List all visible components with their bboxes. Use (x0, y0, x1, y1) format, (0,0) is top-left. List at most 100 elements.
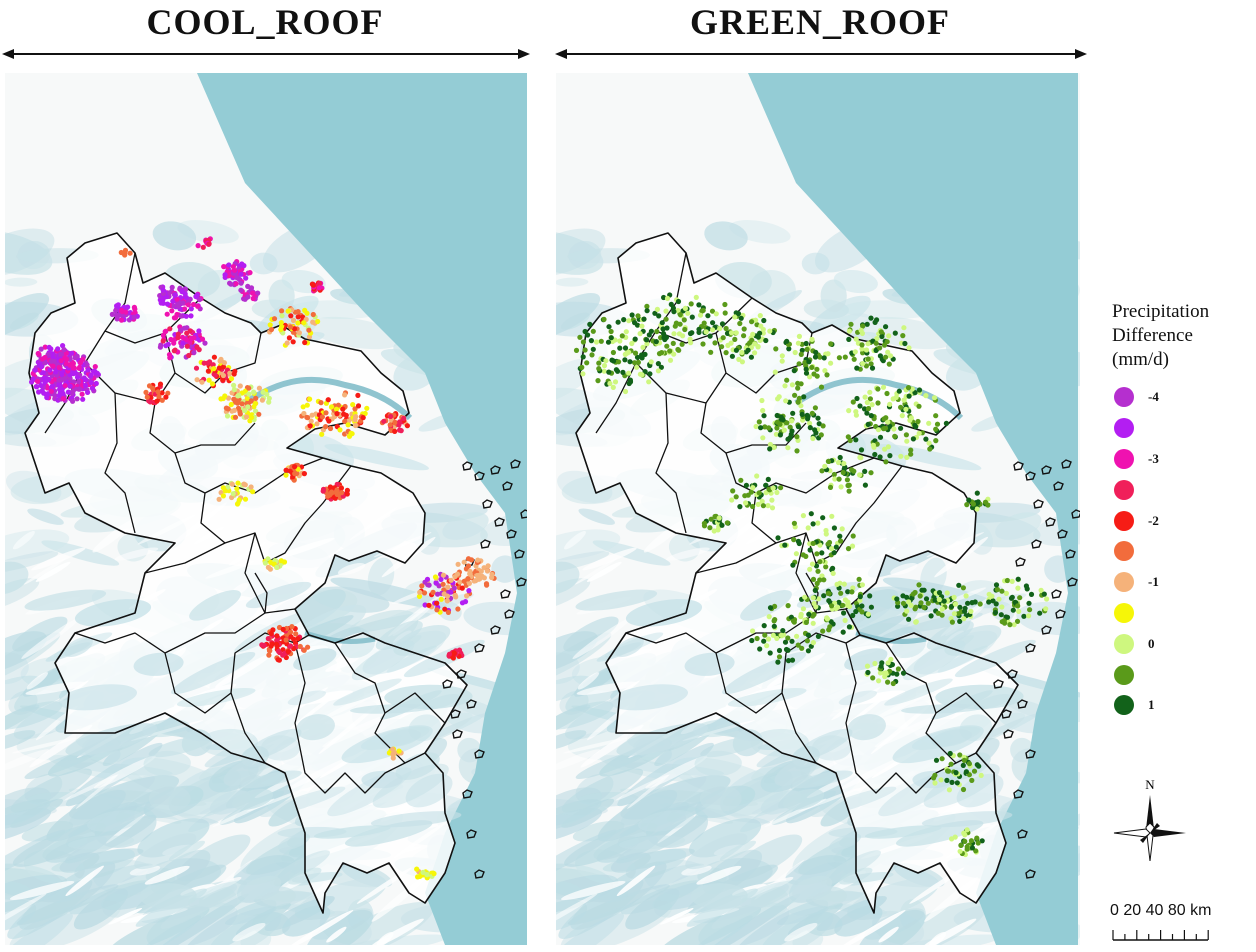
precip-cell (801, 394, 807, 400)
precip-cell (886, 333, 892, 339)
precip-cell (810, 640, 816, 646)
precip-cell (821, 577, 827, 583)
precip-cell (916, 430, 922, 436)
precip-cell (814, 373, 820, 379)
precip-cell (723, 350, 729, 356)
precip-cell (608, 328, 614, 335)
precip-cell (733, 330, 739, 336)
precip-cell (268, 643, 274, 649)
precip-cell (687, 336, 693, 342)
precip-cell (835, 604, 841, 610)
precip-cell (899, 413, 905, 419)
precip-cell (220, 493, 226, 499)
precip-cell (248, 398, 254, 404)
precip-cell (74, 396, 80, 402)
precip-cell (325, 397, 331, 403)
precip-cell (320, 488, 326, 494)
precip-cell (32, 367, 38, 373)
precip-cell (701, 520, 707, 526)
precip-cell (892, 433, 898, 439)
precip-cell (749, 319, 755, 325)
precip-cell (763, 490, 769, 496)
precip-cell (667, 348, 673, 354)
precip-cell (30, 376, 36, 382)
precip-cell (295, 320, 301, 326)
precip-cell (845, 599, 851, 605)
precip-cell (810, 435, 816, 442)
precip-cell (800, 552, 806, 558)
precip-cell (964, 502, 970, 508)
precip-cell (1009, 594, 1015, 600)
precip-cell (392, 750, 398, 756)
precip-cell (612, 379, 619, 385)
precip-cell (85, 389, 91, 395)
precip-cell (883, 324, 889, 330)
precip-cell (805, 632, 811, 638)
precip-cell (178, 313, 184, 319)
precip-cell (831, 550, 837, 556)
precip-cell (858, 447, 865, 453)
precip-cell (185, 302, 191, 308)
precip-cell (817, 559, 823, 565)
precip-cell (974, 835, 980, 841)
precip-cell (841, 460, 847, 467)
precip-cell (814, 551, 820, 557)
precip-cell (166, 352, 173, 358)
precip-cell (202, 340, 208, 346)
precip-cell (392, 419, 398, 425)
precip-cell (1041, 591, 1047, 597)
precip-cell (957, 618, 963, 625)
precip-cell (680, 333, 686, 339)
precip-cell (739, 349, 745, 356)
precip-cell (681, 317, 687, 323)
precip-cell (577, 334, 583, 340)
precip-cell (664, 343, 670, 349)
precip-cell (766, 425, 772, 431)
precip-cell (864, 399, 870, 406)
precip-cell (840, 469, 846, 476)
precip-cell (310, 319, 316, 325)
precip-cell (813, 430, 819, 436)
precip-cell (887, 353, 894, 359)
precip-cell (174, 296, 180, 302)
precip-cell (956, 582, 962, 588)
precip-cell (796, 395, 802, 401)
precip-cell (358, 418, 364, 424)
precip-cell (760, 503, 766, 509)
precip-cell (295, 636, 301, 642)
precip-cell (590, 346, 596, 352)
precip-cell (944, 777, 950, 784)
precip-cell (852, 349, 858, 355)
precip-cell (732, 314, 738, 320)
precip-cell (826, 598, 832, 604)
precip-cell (51, 358, 58, 364)
precip-cell (825, 458, 831, 464)
precip-cell (466, 588, 472, 594)
precip-cell (888, 656, 894, 662)
precip-cell (338, 485, 344, 491)
precip-cell (590, 328, 596, 334)
precip-cell (829, 513, 835, 519)
precip-cell (216, 496, 222, 502)
precip-cell (267, 566, 273, 572)
precip-cell (622, 351, 628, 357)
precip-cell (221, 264, 227, 270)
precip-cell (199, 379, 205, 385)
precip-cell (677, 321, 683, 327)
precip-cell (836, 476, 842, 482)
legend-item: -1 (1112, 567, 1252, 598)
precip-cell (918, 600, 924, 606)
precip-cell (237, 411, 243, 417)
precip-cell (46, 376, 52, 382)
precip-cell (933, 438, 939, 444)
precip-cell (1027, 607, 1033, 613)
precip-cell (485, 563, 491, 569)
map-panel-green-roof (556, 73, 1080, 945)
precip-cell (250, 295, 256, 302)
precip-cell (58, 358, 64, 364)
precip-cell (190, 301, 197, 308)
precip-cell (789, 428, 795, 434)
precip-cell (301, 410, 307, 417)
precip-cell (901, 325, 907, 331)
precip-cell (1015, 576, 1021, 582)
